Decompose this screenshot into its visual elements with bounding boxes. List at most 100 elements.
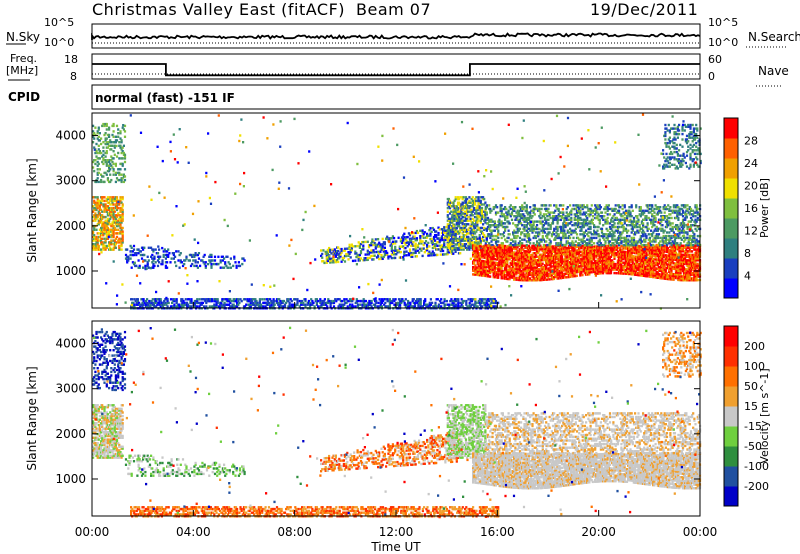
power-data-cell (100, 239, 103, 242)
power-data-cell (112, 224, 115, 228)
power-data-cell (497, 229, 500, 232)
power-data-cell (383, 241, 386, 244)
power-data-cell (115, 196, 119, 199)
power-data-cell (97, 214, 100, 217)
power-data-cell (95, 244, 98, 248)
power-data-cell (95, 237, 98, 240)
power-data-cell (456, 210, 460, 213)
power-data-cell (414, 251, 417, 254)
power-data-cell (471, 223, 474, 226)
power-data-cell (454, 208, 457, 212)
power-data-cell (101, 215, 104, 219)
power-data-cell (476, 221, 479, 224)
power-data-cell (460, 217, 463, 221)
power-data-cell (166, 261, 169, 264)
power-data-cell (330, 252, 333, 255)
power-data-cell (474, 215, 477, 219)
power-data-cell (104, 206, 107, 210)
power-data-cell (460, 235, 463, 239)
power-data-cell (332, 261, 335, 264)
power-data-cell (448, 212, 452, 215)
power-data-cell (462, 244, 465, 248)
power-data-cell (105, 228, 108, 231)
power-data-cell (106, 219, 109, 222)
power-data-cell (412, 237, 415, 240)
power-data-cell (110, 155, 113, 158)
power-data-cell (383, 250, 386, 253)
power-data-cell (456, 197, 460, 201)
power-data-cell (408, 250, 412, 253)
power-data-cell (454, 250, 457, 253)
power-data-cell (454, 228, 457, 231)
power-data-cell (114, 223, 117, 226)
power-data-cell (147, 246, 150, 249)
power-data-cell (140, 257, 144, 260)
power-data-cell (121, 197, 124, 201)
power-data-cell (509, 204, 512, 207)
power-data-cell (463, 210, 466, 213)
power-data-cell (152, 262, 155, 266)
power-data-cell (390, 237, 393, 240)
power-data-cell (440, 247, 443, 251)
power-data-cell (154, 248, 157, 251)
power-data-cell (121, 235, 124, 239)
power-data-cell (199, 264, 202, 268)
power-data-cell (169, 261, 172, 264)
power-data-cell (347, 258, 350, 261)
power-data-cell (96, 196, 99, 199)
power-data-cell (463, 244, 466, 248)
power-data-cell (95, 228, 98, 231)
power-data-cell (101, 237, 104, 240)
power-data-cell (120, 248, 123, 251)
power-data-cell (454, 248, 457, 251)
power-data-cell (461, 221, 464, 224)
power-data-cell (473, 262, 476, 265)
power-data-cell (479, 239, 482, 242)
power-data-cell (348, 243, 351, 247)
power-data-cell (118, 171, 121, 175)
power-data-cell (389, 255, 392, 258)
power-data-cell (109, 180, 112, 184)
power-data-cell (104, 224, 107, 228)
power-data-cell (100, 137, 103, 140)
power-data-cell (112, 235, 115, 239)
power-data-cell (164, 264, 167, 268)
power-data-cell (483, 210, 486, 213)
power-data-cell (120, 151, 123, 155)
power-data-cell (94, 159, 97, 162)
power-data-cell (118, 203, 121, 206)
power-data-cell (416, 246, 420, 249)
power-data-cell (98, 248, 101, 251)
power-data-cell (453, 227, 456, 230)
power-data-cell (111, 133, 114, 137)
power-data-cell (466, 230, 469, 233)
power-data-cell (227, 266, 230, 269)
power-data-cell (137, 248, 140, 251)
power-data-cell (139, 253, 142, 257)
power-data-cell (337, 260, 340, 264)
power-data-cell (405, 239, 408, 242)
power-data-cell (98, 212, 101, 215)
power-data-cell (115, 241, 119, 244)
power-data-cell (326, 256, 329, 259)
power-data-cell (474, 259, 477, 262)
power-data-cell (492, 234, 495, 238)
power-data-cell (151, 261, 154, 264)
power-data-cell (476, 259, 479, 262)
power-data-cell (217, 262, 220, 266)
power-data-cell (426, 232, 429, 236)
power-data-cell (138, 266, 141, 269)
power-data-cell (105, 232, 108, 235)
power-data-cell (432, 237, 436, 241)
power-data-cell (460, 219, 463, 222)
power-data-cell (456, 212, 460, 215)
power-data-cell (95, 205, 98, 208)
power-data-cell (458, 217, 461, 221)
power-data-cell (485, 204, 488, 207)
power-data-cell (129, 244, 132, 248)
power-data-cell (439, 253, 442, 256)
power-data-cell (94, 239, 97, 242)
power-data-cell (497, 240, 500, 243)
power-data-cell (514, 240, 517, 243)
power-data-cell (123, 175, 127, 178)
